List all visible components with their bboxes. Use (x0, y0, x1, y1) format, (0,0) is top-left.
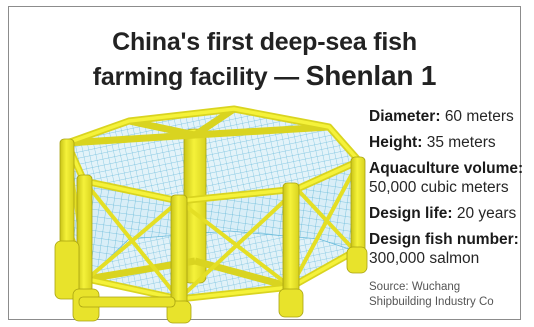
spec-label: Design life: (369, 205, 453, 222)
spec-label: Aquaculture volume: (369, 160, 524, 177)
infographic-frame: China's first deep-sea fish farming faci… (8, 6, 523, 324)
spec-value: 50,000 cubic meters (369, 179, 509, 196)
spec-value: 35 meters (426, 134, 496, 151)
spec-value: 300,000 salmon (369, 250, 480, 267)
spec-value: 60 meters (444, 108, 514, 125)
facility-name: Shenlan 1 (305, 60, 437, 91)
infographic-title: China's first deep-sea fish farming faci… (9, 25, 520, 94)
title-line-1: China's first deep-sea fish (112, 28, 417, 56)
base-pontoons (54, 240, 368, 324)
spec-height: Height: 35 meters (369, 133, 534, 152)
spec-label: Height: (369, 134, 423, 151)
source-line-2: Shipbuilding Industry Co (369, 296, 494, 308)
title-dash: — (274, 63, 299, 91)
spec-design-fish-number: Design fish number: 300,000 salmon (369, 230, 534, 268)
source-line-1: Source: Wuchang (369, 281, 461, 293)
spec-value: 20 years (456, 205, 517, 222)
vertical-posts (59, 138, 366, 321)
spec-label: Diameter: (369, 108, 441, 125)
source-note: Source: Wuchang Shipbuilding Industry Co (369, 280, 534, 310)
spec-label: Design fish number: (369, 231, 519, 248)
title-line-2-prefix: farming facility (92, 63, 268, 91)
spec-design-life: Design life: 20 years (369, 204, 534, 223)
spec-diameter: Diameter: 60 meters (369, 107, 534, 126)
spec-aquaculture-volume: Aquaculture volume: 50,000 cubic meters (369, 159, 534, 197)
title-line-2: farming facility — Shenlan 1 (9, 59, 520, 94)
diagonal-braces (65, 142, 361, 301)
specs-list: Diameter: 60 meters Height: 35 meters Aq… (369, 107, 534, 310)
fish-farm-illustration (54, 105, 368, 324)
